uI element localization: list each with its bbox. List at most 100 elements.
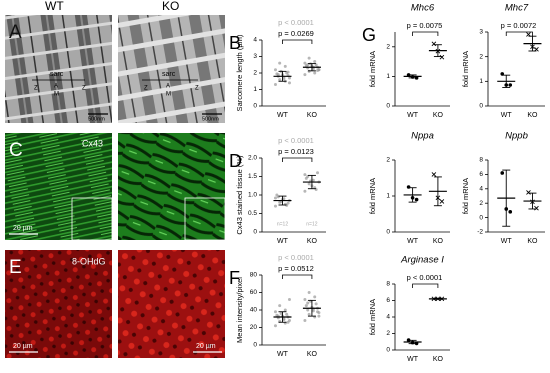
x-tick-label: WT bbox=[501, 238, 513, 245]
y-tick-label: 2 bbox=[386, 330, 390, 337]
p-value: p < 0.0001 bbox=[278, 253, 314, 262]
data-point bbox=[304, 176, 308, 180]
y-tick-label: 3 bbox=[479, 29, 483, 36]
data-point bbox=[286, 320, 290, 324]
data-point bbox=[316, 69, 320, 73]
data-point bbox=[273, 204, 277, 208]
data-point bbox=[286, 70, 290, 74]
data-point bbox=[287, 81, 291, 85]
y-axis-label: Sarcomere length (µm) bbox=[235, 34, 244, 111]
significance-bracket bbox=[412, 283, 439, 288]
chart-title: Nppb bbox=[505, 131, 528, 142]
data-point bbox=[534, 205, 539, 211]
data-point bbox=[278, 304, 282, 308]
x-tick-label: KO bbox=[527, 238, 538, 245]
panel-letter: B bbox=[229, 33, 241, 53]
annotation: A bbox=[166, 84, 170, 90]
x-tick-label: WT bbox=[501, 112, 513, 119]
p-value: p < 0.0001 bbox=[278, 136, 314, 145]
y-tick-label: 0 bbox=[253, 229, 257, 236]
data-point bbox=[273, 68, 277, 72]
annotation: Z bbox=[195, 86, 199, 92]
y-axis-label: fold mRNA bbox=[461, 178, 470, 214]
data-point bbox=[316, 171, 320, 175]
p-value: p = 0.0123 bbox=[278, 147, 314, 156]
data-point bbox=[439, 54, 445, 60]
p-value: p = 0.0512 bbox=[278, 264, 314, 273]
y-tick-label: 0 bbox=[479, 103, 483, 110]
data-point bbox=[273, 196, 277, 200]
data-point bbox=[431, 172, 437, 177]
y-tick-label: 40 bbox=[250, 307, 258, 314]
significance-bracket bbox=[282, 157, 313, 162]
y-tick-label: 1 bbox=[386, 193, 390, 200]
y-tick-label: 8 bbox=[479, 157, 483, 164]
annotation: sarc bbox=[50, 71, 64, 78]
significance-bracket bbox=[282, 39, 313, 44]
y-tick-label: 1 bbox=[479, 78, 483, 85]
y-tick-label: 6 bbox=[386, 297, 390, 304]
data-point bbox=[303, 173, 307, 177]
p-value: p = 0.0269 bbox=[278, 29, 314, 38]
note: n=12 bbox=[306, 221, 317, 227]
y-tick-label: 0 bbox=[386, 103, 390, 110]
data-point bbox=[279, 312, 283, 315]
y-tick-label: -2 bbox=[477, 229, 483, 236]
x-tick-label: WT bbox=[407, 356, 419, 363]
data-point bbox=[282, 318, 286, 322]
data-point bbox=[306, 301, 310, 305]
em-micrograph bbox=[118, 15, 225, 123]
8-ohdg-micrograph bbox=[5, 250, 112, 358]
data-point bbox=[314, 302, 318, 306]
data-point bbox=[508, 83, 513, 87]
significance-bracket bbox=[282, 274, 313, 279]
chart-title: Mhc7 bbox=[505, 3, 529, 14]
scale-label: 20 µm bbox=[196, 343, 216, 350]
annotation: A bbox=[54, 84, 58, 90]
data-point bbox=[303, 189, 307, 193]
data-point bbox=[286, 201, 290, 205]
x-tick-label: WT bbox=[277, 351, 289, 358]
scale-label: 20 µm bbox=[13, 225, 33, 232]
chart-title: Mhc6 bbox=[411, 3, 435, 14]
p-value: p = 0.0072 bbox=[501, 21, 537, 30]
panel-letter: G bbox=[362, 25, 376, 45]
data-point bbox=[439, 199, 445, 204]
x-tick-label: KO bbox=[527, 112, 538, 119]
y-tick-label: 2 bbox=[386, 157, 390, 164]
column-header: WT bbox=[45, 0, 64, 13]
y-tick-label: 2.0 bbox=[248, 155, 257, 162]
data-point bbox=[278, 61, 282, 65]
annotation: Z bbox=[34, 86, 38, 92]
data-point bbox=[304, 304, 308, 308]
scale-label: 500nm bbox=[202, 116, 219, 122]
y-tick-label: 3 bbox=[253, 53, 257, 60]
x-tick-label: WT bbox=[277, 112, 289, 119]
y-tick-label: 4 bbox=[479, 186, 483, 193]
data-point bbox=[287, 298, 291, 301]
em-micrograph bbox=[5, 15, 112, 123]
data-point bbox=[313, 59, 317, 63]
data-point bbox=[500, 171, 505, 175]
y-axis-label: Mean intensity/pixel bbox=[235, 277, 244, 343]
y-tick-label: 8 bbox=[386, 281, 390, 288]
data-point bbox=[287, 76, 291, 80]
y-tick-label: 0 bbox=[386, 229, 390, 236]
data-point bbox=[306, 308, 310, 312]
annotation: Z bbox=[82, 86, 86, 92]
y-tick-label: 4 bbox=[253, 37, 257, 44]
scale-label: 500nm bbox=[88, 116, 105, 122]
stain-label: 8-OHdG bbox=[72, 256, 106, 266]
data-point bbox=[278, 78, 282, 82]
annotation: M bbox=[54, 92, 59, 98]
data-point bbox=[317, 314, 321, 318]
y-tick-label: 0.5 bbox=[248, 210, 257, 217]
panel-letter: A bbox=[9, 22, 22, 43]
annotation: sarc bbox=[162, 71, 176, 78]
cx43-micrograph bbox=[5, 133, 112, 240]
y-axis-label: fold mRNA bbox=[368, 299, 377, 335]
y-tick-label: 2 bbox=[479, 53, 483, 60]
data-point bbox=[275, 193, 279, 197]
data-point bbox=[508, 210, 513, 214]
data-point bbox=[303, 298, 307, 301]
